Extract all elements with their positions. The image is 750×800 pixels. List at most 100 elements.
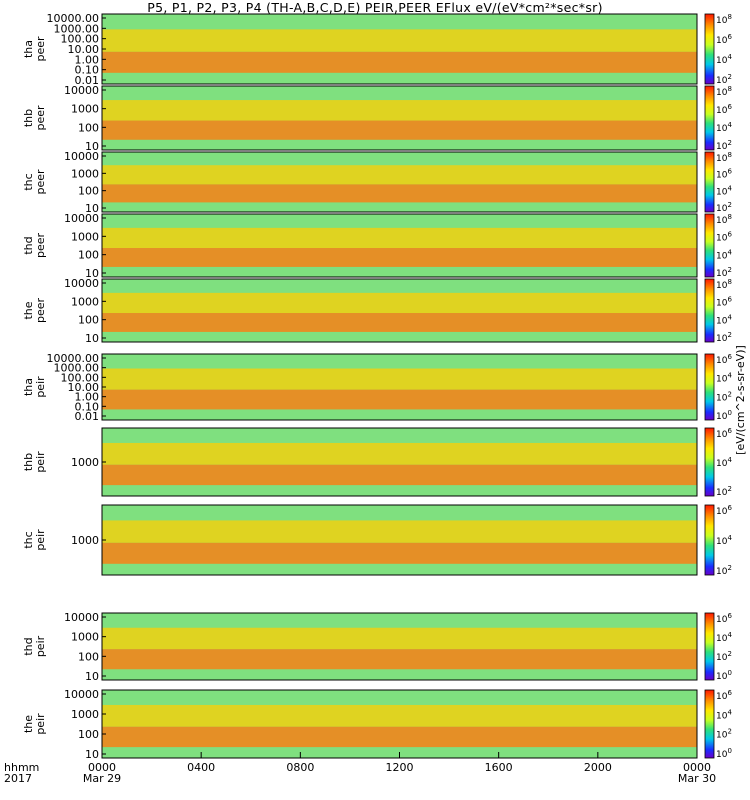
colorbar-tick-label: 108 [716,213,732,226]
colorbar-label: [eV/(cm^2-s-sr-eV)] [734,345,747,455]
y-tick-label: 100.00 [61,371,100,384]
y-tick-label: 10000 [64,277,99,290]
y-tick-label: 100 [78,249,99,262]
y-tick-label: 10000 [64,84,99,97]
colorbar-tick-label: 108 [716,278,732,291]
colorbar-tick-label: 104 [716,53,732,66]
y-tick-label: 0.01 [75,410,100,423]
spectrogram-band [102,227,697,249]
colorbar-tick-label: 100 [716,409,732,422]
spectrogram-band [102,184,697,203]
y-tick-label: 10 [85,748,99,761]
chart-title: P5, P1, P2, P3, P4 (TH-A,B,C,D,E) PEIR,P… [147,0,603,15]
y-tick-label: 1000 [71,295,99,308]
colorbar-tick-label: 106 [716,296,732,309]
spectrogram-band [102,726,697,748]
colorbar-tick-label: 106 [716,689,732,702]
panel-thd-peer: 10000 1000 100 10 thdpeer [22,212,715,280]
y-tick-label: 10000 [64,212,99,225]
colorbar-tick-label: 104 [716,534,732,547]
panel-thb-peer: 10000 1000 100 10 thbpeer [22,84,715,153]
year-label: 2017 [4,772,32,785]
colorbar-tick-label: 104 [716,184,732,197]
y-tick-label: 10 [85,670,99,683]
y-tick-label: 10000.00 [47,352,100,365]
panel-frame [101,213,698,278]
spectrogram-band [102,627,697,650]
y-tick-label: 100 [78,314,99,327]
panel-the-peir: 10000 1000 100 10 thepeir [22,688,715,761]
colorbar-tick-label: 104 [716,708,732,721]
y-tick-label: 100 [78,650,99,663]
panel-ylabel: thdpeir [22,635,47,657]
spectrogram-band [102,442,697,465]
y-tick-label: 1000 [71,230,99,243]
y-tick-label: 10 [85,332,99,345]
colorbar [704,213,715,278]
y-tick-label: 1000 [71,631,99,644]
y-tick-label: 0.10 [75,400,100,413]
y-tick-label: 0.10 [75,64,100,77]
time-row-label: hhmm [4,761,39,774]
spectrogram-band [102,165,697,185]
colorbar [704,689,715,759]
y-tick-label: 1000 [71,167,99,180]
colorbar-tick-label: 106 [716,231,732,244]
panel-the-peer: 10000 1000 100 10 thepeer [22,277,715,345]
colorbar [704,612,715,681]
colorbar-tick-label: 102 [716,390,732,403]
y-tick-label: 1000 [71,534,99,547]
colorbar [704,427,715,497]
colorbar-tick-label: 106 [716,103,732,116]
x-tick-label: 0400 [187,761,215,774]
colorbar [704,13,715,85]
spectrogram-band [102,120,697,140]
colorbar-tick-label: 108 [716,13,732,26]
y-tick-label: 10 [85,202,99,215]
y-tick-label: 10000 [64,150,99,163]
colorbar-tick-label: 100 [716,747,732,760]
y-tick-label: 0.01 [75,74,100,87]
y-tick-label: 100 [78,121,99,134]
colorbar-tick-label: 100 [716,669,732,682]
x-tick-date: Mar 29 [83,772,121,785]
colorbar-tick-label: 106 [716,353,732,366]
panel-ylabel: thapeer [22,36,47,62]
colorbar [704,85,715,151]
panel-ylabel: thbpeir [22,451,47,473]
y-tick-label: 100 [78,728,99,741]
colorbar-tick-label: 102 [716,650,732,663]
y-tick-label: 10000 [64,688,99,701]
panel-ylabel: thbpeer [22,105,47,131]
y-tick-label: 1000 [71,456,99,469]
colorbar-tick-label: 102 [716,485,732,498]
spectrogram-band [102,464,697,486]
colorbar-tick-label: 102 [716,728,732,741]
spectrogram-band [102,51,697,73]
spectrogram-band [102,520,697,543]
colorbar-tick-label: 106 [716,168,732,181]
panel-ylabel: thepeer [22,298,47,324]
panel-thd-peir: 10000 1000 100 10 thdpeir [22,611,715,683]
y-tick-label: 1000 [71,708,99,721]
spectrogram-band [102,313,697,332]
x-tick-label: 1600 [485,761,513,774]
panel-frame [101,278,698,343]
colorbar [704,353,715,421]
panel-frame [101,151,698,213]
colorbar-tick-label: 106 [716,33,732,46]
spectrogram-band [102,292,697,314]
panel-ylabel: thepeir [22,713,47,735]
y-tick-label: 100 [78,185,99,198]
spectrogram-band [102,368,697,390]
colorbar-tick-label: 104 [716,456,732,469]
x-tick-label: 0000 [683,761,711,774]
colorbar-tick-label: 104 [716,121,732,134]
spectrogram-band [102,100,697,121]
spectrogram-band [102,29,697,52]
y-tick-label: 10.00 [68,381,100,394]
panel-thb-peir: 1000 thbpeir [22,427,715,497]
y-tick-label: 100.00 [61,33,100,46]
colorbar-tick-label: 104 [716,372,732,385]
